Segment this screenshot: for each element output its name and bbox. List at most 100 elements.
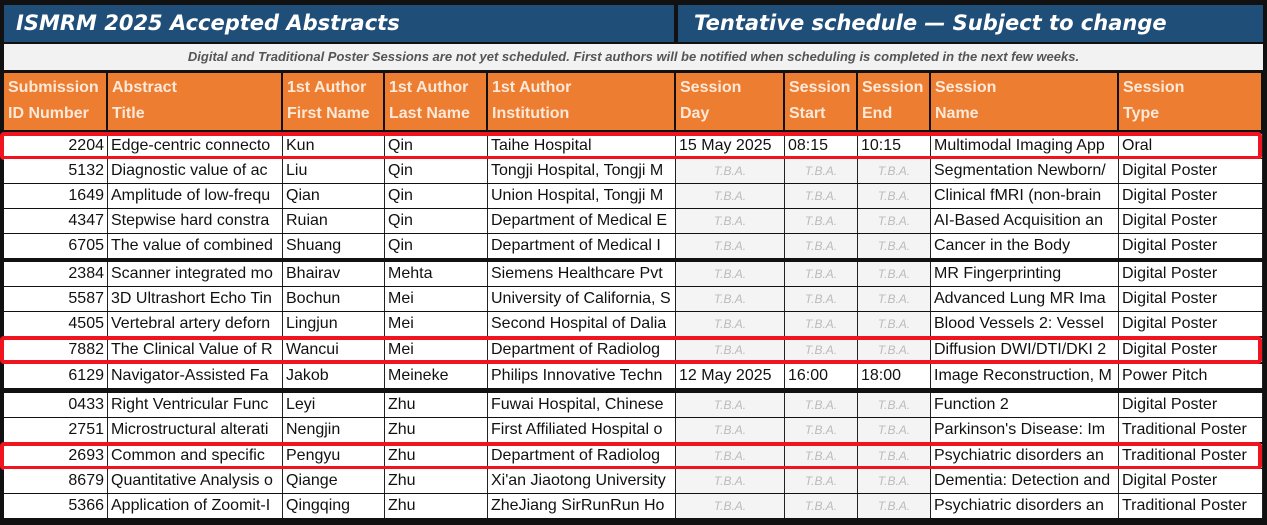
cell-id[interactable]: 4347 [4, 209, 108, 233]
cell-type[interactable]: Digital Poster [1119, 262, 1263, 286]
table-row[interactable]: 5587 3D Ultrashort Echo Tin Bochun Mei Unive… [4, 287, 1263, 311]
cell-session[interactable]: Cancer in the Body [931, 234, 1119, 258]
cell-session[interactable]: Clinical fMRI (non-brain [931, 184, 1119, 208]
cell-start[interactable]: T.B.A. [785, 287, 858, 311]
cell-first[interactable]: Wancui [283, 338, 385, 362]
cell-day[interactable]: T.B.A. [676, 418, 785, 442]
cell-start[interactable]: T.B.A. [785, 209, 858, 233]
cell-start[interactable]: T.B.A. [785, 184, 858, 208]
cell-last[interactable]: Qin [385, 234, 488, 258]
cell-first[interactable]: Bochun [283, 287, 385, 311]
cell-id[interactable]: 0433 [4, 393, 108, 417]
cell-start[interactable]: T.B.A. [785, 338, 858, 362]
cell-day[interactable]: T.B.A. [676, 287, 785, 311]
cell-session[interactable]: Psychiatric disorders an [931, 494, 1119, 518]
column-header-title[interactable]: Abstract Title [108, 73, 281, 130]
cell-first[interactable]: Leyi [283, 393, 385, 417]
cell-inst[interactable]: Second Hospital of Dalia [488, 312, 676, 336]
cell-title[interactable]: Right Ventricular Func [108, 393, 283, 417]
cell-type[interactable]: Digital Poster [1119, 234, 1263, 258]
table-row[interactable]: 8679 Quantitative Analysis o Qiange Zhu Xi'a… [4, 469, 1263, 493]
cell-last[interactable]: Zhu [385, 393, 488, 417]
cell-session[interactable]: Parkinson's Disease: Im [931, 418, 1119, 442]
cell-title[interactable]: Diagnostic value of ac [108, 159, 283, 183]
cell-session[interactable]: Image Reconstruction, M [931, 364, 1119, 388]
cell-id[interactable]: 7882 [4, 338, 108, 362]
cell-end[interactable]: 10:15 [858, 134, 931, 158]
cell-id[interactable]: 2693 [4, 444, 108, 468]
table-row[interactable]: 6129 Navigator-Assisted Fa Jakob Meineke Phi… [4, 364, 1263, 388]
table-row[interactable]: 7882 The Clinical Value of R Wancui Mei Depa… [4, 338, 1263, 362]
cell-start[interactable]: T.B.A. [785, 418, 858, 442]
cell-start[interactable]: T.B.A. [785, 393, 858, 417]
cell-day[interactable]: T.B.A. [676, 184, 785, 208]
cell-inst[interactable]: Fuwai Hospital, Chinese [488, 393, 676, 417]
cell-id[interactable]: 1649 [4, 184, 108, 208]
cell-day[interactable]: T.B.A. [676, 393, 785, 417]
cell-inst[interactable]: Philips Innovative Techn [488, 364, 676, 388]
cell-end[interactable]: T.B.A. [858, 262, 931, 286]
cell-type[interactable]: Traditional Poster [1119, 444, 1263, 468]
cell-id[interactable]: 6129 [4, 364, 108, 388]
table-row[interactable]: 5132 Diagnostic value of ac Liu Qin Tongji H… [4, 159, 1263, 183]
cell-session[interactable]: Blood Vessels 2: Vessel [931, 312, 1119, 336]
cell-title[interactable]: Common and specific [108, 444, 283, 468]
cell-start[interactable]: T.B.A. [785, 262, 858, 286]
cell-day[interactable]: T.B.A. [676, 262, 785, 286]
cell-inst[interactable]: First Affiliated Hospital o [488, 418, 676, 442]
cell-type[interactable]: Digital Poster [1119, 159, 1263, 183]
cell-type[interactable]: Digital Poster [1119, 393, 1263, 417]
cell-title[interactable]: Quantitative Analysis o [108, 469, 283, 493]
cell-inst[interactable]: Department of Radiolog [488, 338, 676, 362]
table-row[interactable]: 6705 The value of combined Shuang Qin Depart… [4, 234, 1263, 258]
column-header-type[interactable]: Session Type [1119, 73, 1261, 130]
table-row[interactable]: 4347 Stepwise hard constra Ruian Qin Departm… [4, 209, 1263, 233]
cell-end[interactable]: 18:00 [858, 364, 931, 388]
cell-title[interactable]: The value of combined [108, 234, 283, 258]
cell-day[interactable]: T.B.A. [676, 469, 785, 493]
cell-session[interactable]: Psychiatric disorders an [931, 444, 1119, 468]
cell-end[interactable]: T.B.A. [858, 444, 931, 468]
cell-type[interactable]: Traditional Poster [1119, 494, 1263, 518]
table-row[interactable]: 5366 Application of Zoomit-I Qingqing Zhu Zh… [4, 494, 1263, 518]
cell-type[interactable]: Traditional Poster [1119, 418, 1263, 442]
column-header-session[interactable]: Session Name [931, 73, 1117, 130]
cell-end[interactable]: T.B.A. [858, 209, 931, 233]
cell-start[interactable]: T.B.A. [785, 234, 858, 258]
cell-title[interactable]: Edge-centric connecto [108, 134, 283, 158]
cell-type[interactable]: Digital Poster [1119, 312, 1263, 336]
cell-end[interactable]: T.B.A. [858, 287, 931, 311]
cell-day[interactable]: T.B.A. [676, 312, 785, 336]
cell-type[interactable]: Digital Poster [1119, 338, 1263, 362]
cell-first[interactable]: Qingqing [283, 494, 385, 518]
cell-day[interactable]: 12 May 2025 [676, 364, 785, 388]
cell-session[interactable]: MR Fingerprinting [931, 262, 1119, 286]
cell-day[interactable]: T.B.A. [676, 209, 785, 233]
table-row[interactable]: 2384 Scanner integrated mo Bhairav Mehta Sie… [4, 262, 1263, 286]
cell-first[interactable]: Qiange [283, 469, 385, 493]
cell-id[interactable]: 2751 [4, 418, 108, 442]
cell-end[interactable]: T.B.A. [858, 393, 931, 417]
table-row[interactable]: 1649 Amplitude of low-frequ Qian Qin Union H… [4, 184, 1263, 208]
cell-last[interactable]: Qin [385, 159, 488, 183]
cell-inst[interactable]: Department of Medical E [488, 209, 676, 233]
cell-title[interactable]: Vertebral artery deforn [108, 312, 283, 336]
cell-end[interactable]: T.B.A. [858, 469, 931, 493]
cell-type[interactable]: Digital Poster [1119, 184, 1263, 208]
cell-day[interactable]: 15 May 2025 [676, 134, 785, 158]
cell-id[interactable]: 5366 [4, 494, 108, 518]
cell-session[interactable]: Multimodal Imaging App [931, 134, 1119, 158]
cell-start[interactable]: T.B.A. [785, 469, 858, 493]
cell-start[interactable]: 08:15 [785, 134, 858, 158]
cell-day[interactable]: T.B.A. [676, 234, 785, 258]
cell-first[interactable]: Liu [283, 159, 385, 183]
cell-title[interactable]: Microstructural alterati [108, 418, 283, 442]
cell-last[interactable]: Meineke [385, 364, 488, 388]
cell-last[interactable]: Mei [385, 287, 488, 311]
cell-title[interactable]: Amplitude of low-frequ [108, 184, 283, 208]
cell-inst[interactable]: Union Hospital, Tongji M [488, 184, 676, 208]
cell-type[interactable]: Digital Poster [1119, 209, 1263, 233]
cell-session[interactable]: Segmentation Newborn/ [931, 159, 1119, 183]
cell-id[interactable]: 2204 [4, 134, 108, 158]
cell-end[interactable]: T.B.A. [858, 418, 931, 442]
